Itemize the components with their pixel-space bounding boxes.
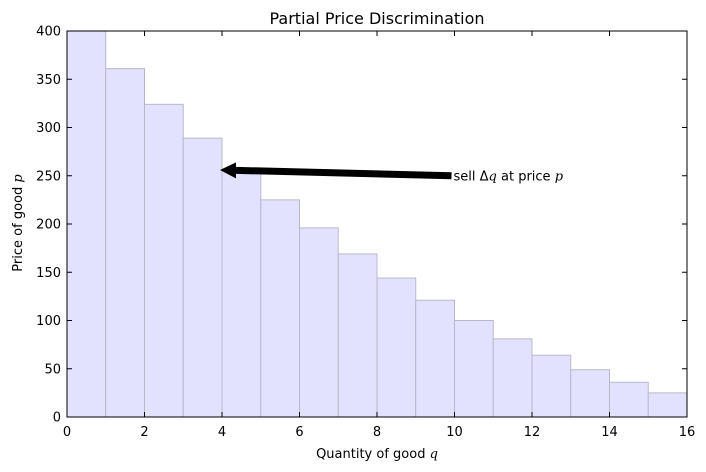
x-tick-label: 2: [140, 425, 148, 440]
y-tick-label: 150: [36, 266, 61, 281]
bars-group: [66, 30, 688, 418]
chart-title: Partial Price Discrimination: [269, 9, 484, 28]
bar: [144, 103, 184, 418]
bar: [570, 369, 610, 418]
y-tick-label: 300: [36, 121, 61, 136]
x-tick-label: 0: [63, 425, 71, 440]
bar: [66, 30, 107, 418]
y-tick-label: 100: [36, 314, 61, 329]
y-tick-label: 200: [36, 218, 61, 233]
bar: [492, 338, 533, 418]
x-tick-label: 6: [295, 425, 303, 440]
y-tick-label: 350: [36, 73, 61, 88]
x-tick-label: 4: [218, 425, 226, 440]
bar: [337, 253, 378, 418]
y-tick-label: 50: [44, 362, 61, 377]
x-tick-label: 14: [601, 425, 618, 440]
bar: [609, 381, 649, 418]
annotation-arrow-head: [220, 162, 236, 179]
ticks-group: 0 2 4 6 8 10 12 14 16 0 50 100 150 200 250 300 350 400: [36, 25, 695, 441]
annotation-text: sell Δq at price p: [454, 169, 564, 184]
x-tick-label: 8: [373, 425, 381, 440]
bar: [260, 199, 300, 418]
annotation-arrow-shaft: [235, 166, 452, 180]
bar: [415, 299, 455, 418]
y-tick-label: 250: [36, 169, 61, 184]
x-tick-label: 10: [446, 425, 463, 440]
y-axis-label: Price of good p: [11, 174, 26, 272]
bar: [299, 227, 339, 418]
x-axis-label: Quantity of good q: [316, 447, 438, 462]
bar: [376, 277, 417, 418]
annotation-group: sell Δq at price p: [220, 162, 564, 184]
bar: [221, 169, 262, 418]
bar: [454, 320, 494, 418]
bar: [182, 137, 223, 418]
bar: [105, 68, 145, 418]
y-tick-label: 400: [36, 25, 61, 40]
x-tick-label: 12: [524, 425, 541, 440]
bar: [531, 354, 572, 418]
bar: [647, 392, 688, 418]
y-tick-label: 0: [53, 411, 61, 426]
x-tick-label: 16: [679, 425, 696, 440]
